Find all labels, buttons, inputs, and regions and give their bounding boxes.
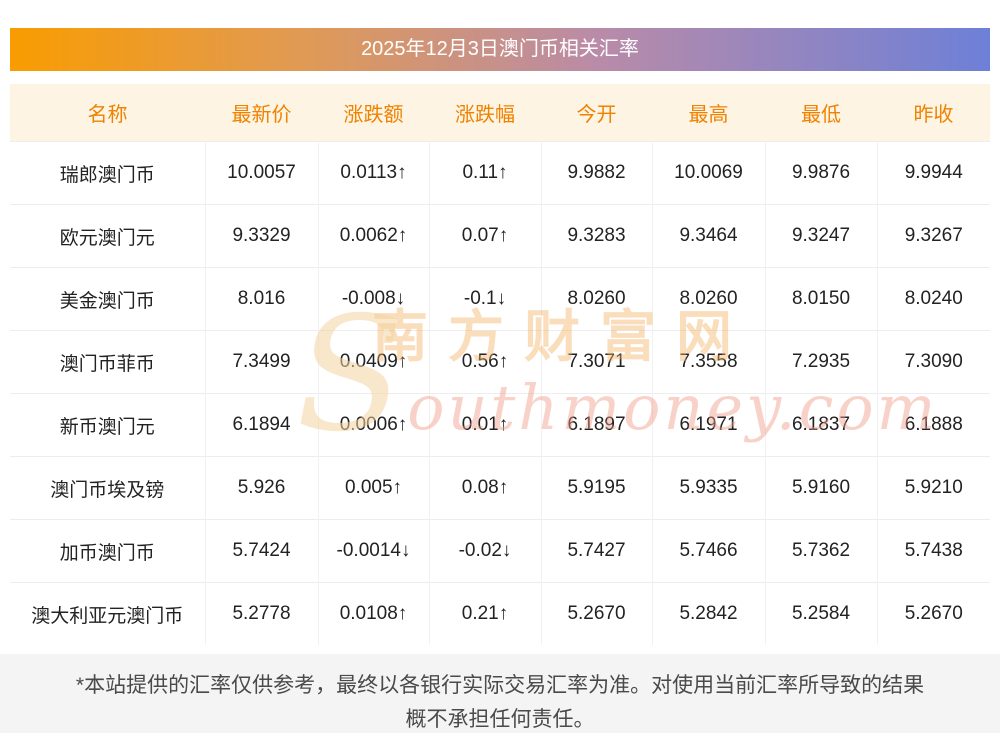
cell-low: 5.7362: [765, 519, 878, 583]
cell-prev-close: 6.1888: [877, 393, 990, 457]
cell-prev-close: 5.9210: [877, 456, 990, 520]
cell-latest-price: 9.3329: [205, 204, 319, 268]
col-header-open: 今开: [541, 84, 652, 142]
table-header-row: 名称 最新价 涨跌额 涨跌幅 今开 最高 最低 昨收: [10, 84, 990, 142]
table-row: 加币澳门币 5.7424 -0.0014↓ -0.02↓ 5.7427 5.74…: [10, 519, 990, 583]
cell-change-amount: 0.0409↑: [318, 330, 430, 394]
col-header-name: 名称: [10, 84, 205, 142]
cell-prev-close: 8.0240: [877, 267, 990, 331]
cell-latest-price: 5.926: [205, 456, 319, 520]
cell-name: 澳门币埃及镑: [10, 456, 206, 520]
cell-change-pct: 0.01↑: [429, 393, 542, 457]
cell-prev-close: 5.2670: [877, 582, 990, 645]
disclaimer-line-2: 概不承担任何责任。: [405, 708, 595, 731]
cell-latest-price: 6.1894: [205, 393, 319, 457]
table-row: 欧元澳门元 9.3329 0.0062↑ 0.07↑ 9.3283 9.3464…: [10, 204, 990, 268]
cell-high: 10.0069: [652, 141, 766, 205]
cell-prev-close: 7.3090: [877, 330, 990, 394]
disclaimer: *本站提供的汇率仅供参考，最终以各银行实际交易汇率为准。对使用当前汇率所导致的结…: [0, 654, 1000, 733]
cell-name: 瑞郎澳门币: [10, 141, 206, 205]
cell-prev-close: 9.9944: [877, 141, 990, 205]
col-header-low: 最低: [765, 84, 877, 142]
table-row: 澳门币菲币 7.3499 0.0409↑ 0.56↑ 7.3071 7.3558…: [10, 330, 990, 394]
table-row: 美金澳门币 8.016 -0.008↓ -0.1↓ 8.0260 8.0260 …: [10, 267, 990, 331]
cell-low: 9.9876: [765, 141, 878, 205]
table-row: 澳门币埃及镑 5.926 0.005↑ 0.08↑ 5.9195 5.9335 …: [10, 456, 990, 520]
cell-change-amount: 0.0108↑: [318, 582, 430, 645]
cell-change-amount: -0.0014↓: [318, 519, 430, 583]
cell-latest-price: 8.016: [205, 267, 319, 331]
cell-open: 9.3283: [541, 204, 653, 268]
cell-low: 5.9160: [765, 456, 878, 520]
cell-latest-price: 5.2778: [205, 582, 319, 645]
cell-high: 5.7466: [652, 519, 766, 583]
cell-name: 新币澳门元: [10, 393, 206, 457]
cell-high: 9.3464: [652, 204, 766, 268]
cell-low: 8.0150: [765, 267, 878, 331]
cell-open: 6.1897: [541, 393, 653, 457]
cell-open: 9.9882: [541, 141, 653, 205]
cell-change-pct: 0.21↑: [429, 582, 542, 645]
cell-change-amount: 0.005↑: [318, 456, 430, 520]
cell-change-amount: 0.0062↑: [318, 204, 430, 268]
cell-change-pct: 0.11↑: [429, 141, 542, 205]
cell-high: 5.9335: [652, 456, 766, 520]
cell-latest-price: 7.3499: [205, 330, 319, 394]
col-header-change-pct: 涨跌幅: [429, 84, 541, 142]
cell-name: 澳门币菲币: [10, 330, 206, 394]
cell-low: 5.2584: [765, 582, 878, 645]
cell-high: 8.0260: [652, 267, 766, 331]
cell-change-pct: -0.02↓: [429, 519, 542, 583]
col-header-change-amount: 涨跌额: [318, 84, 429, 142]
cell-change-pct: 0.08↑: [429, 456, 542, 520]
cell-latest-price: 5.7424: [205, 519, 319, 583]
table-row: 新币澳门元 6.1894 0.0006↑ 0.01↑ 6.1897 6.1971…: [10, 393, 990, 457]
cell-low: 7.2935: [765, 330, 878, 394]
disclaimer-line-1: *本站提供的汇率仅供参考，最终以各银行实际交易汇率为准。对使用当前汇率所导致的结…: [75, 674, 925, 697]
cell-low: 9.3247: [765, 204, 878, 268]
cell-open: 7.3071: [541, 330, 653, 394]
cell-open: 5.2670: [541, 582, 653, 645]
col-header-prev-close: 昨收: [877, 84, 990, 142]
col-header-high: 最高: [652, 84, 765, 142]
cell-open: 8.0260: [541, 267, 653, 331]
cell-latest-price: 10.0057: [205, 141, 319, 205]
cell-high: 5.2842: [652, 582, 766, 645]
cell-open: 5.7427: [541, 519, 653, 583]
cell-high: 6.1971: [652, 393, 766, 457]
cell-change-pct: 0.07↑: [429, 204, 542, 268]
exchange-rate-table: 名称 最新价 涨跌额 涨跌幅 今开 最高 最低 昨收 瑞郎澳门币 10.0057…: [10, 84, 990, 645]
cell-open: 5.9195: [541, 456, 653, 520]
cell-change-amount: 0.0006↑: [318, 393, 430, 457]
cell-name: 美金澳门币: [10, 267, 206, 331]
cell-high: 7.3558: [652, 330, 766, 394]
cell-prev-close: 5.7438: [877, 519, 990, 583]
cell-change-pct: -0.1↓: [429, 267, 542, 331]
cell-name: 欧元澳门元: [10, 204, 206, 268]
cell-change-pct: 0.56↑: [429, 330, 542, 394]
cell-name: 加币澳门币: [10, 519, 206, 583]
title-banner: 2025年12月3日澳门币相关汇率: [10, 28, 990, 71]
cell-name: 澳大利亚元澳门币: [10, 582, 206, 645]
table-row: 瑞郎澳门币 10.0057 0.0113↑ 0.11↑ 9.9882 10.00…: [10, 141, 990, 205]
page-title: 2025年12月3日澳门币相关汇率: [361, 38, 639, 60]
cell-low: 6.1837: [765, 393, 878, 457]
cell-change-amount: -0.008↓: [318, 267, 430, 331]
cell-prev-close: 9.3267: [877, 204, 990, 268]
cell-change-amount: 0.0113↑: [318, 141, 430, 205]
table-row: 澳大利亚元澳门币 5.2778 0.0108↑ 0.21↑ 5.2670 5.2…: [10, 582, 990, 645]
col-header-latest-price: 最新价: [205, 84, 318, 142]
